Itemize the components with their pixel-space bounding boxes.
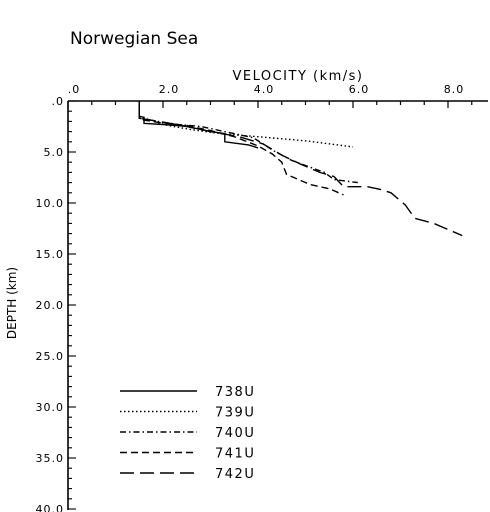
series-line-741U [138, 101, 344, 196]
legend-label: 741U [215, 447, 255, 462]
legend: 738U 739U 740U 741U 742U [120, 385, 255, 482]
y-tick-label: 35.0 [36, 452, 65, 465]
chart-title: Norwegian Sea [70, 29, 198, 49]
legend-label: 742U [215, 467, 255, 482]
x-tick-label: 8.0 [444, 83, 465, 96]
series-line-739U [138, 101, 354, 148]
y-tick-label: 30.0 [36, 401, 65, 414]
y-tick-label: 15.0 [36, 248, 65, 261]
y-tick-label: .0 [52, 95, 65, 108]
legend-label: 740U [215, 426, 255, 441]
y-tick-label: 10.0 [36, 197, 65, 210]
series-line-742U [138, 101, 463, 237]
y-tick-label: 25.0 [36, 350, 65, 363]
y-tick-label: 20.0 [36, 299, 65, 312]
x-tick-label: 2.0 [159, 83, 180, 96]
y-tick-label: 40.0 [36, 503, 65, 512]
series-line-738U [138, 101, 259, 149]
series-lines [138, 101, 463, 237]
x-tick-label: 6.0 [349, 83, 370, 96]
x-axis-ticks: .0 2.0 4.0 6.0 8.0 [67, 83, 473, 108]
x-axis-label: VELOCITY (km/s) [232, 69, 363, 84]
series-line-740U [138, 101, 358, 184]
x-tick-label: 4.0 [254, 83, 275, 96]
legend-label: 739U [215, 406, 255, 421]
y-axis-ticks: .0 5.0 10.0 15.0 20.0 25.0 30.0 35.0 40.0 [36, 95, 76, 512]
legend-label: 738U [215, 385, 255, 400]
y-tick-label: 5.0 [44, 146, 65, 159]
y-axis-label: DEPTH (km) [5, 267, 19, 339]
x-tick-label: .0 [68, 83, 81, 96]
